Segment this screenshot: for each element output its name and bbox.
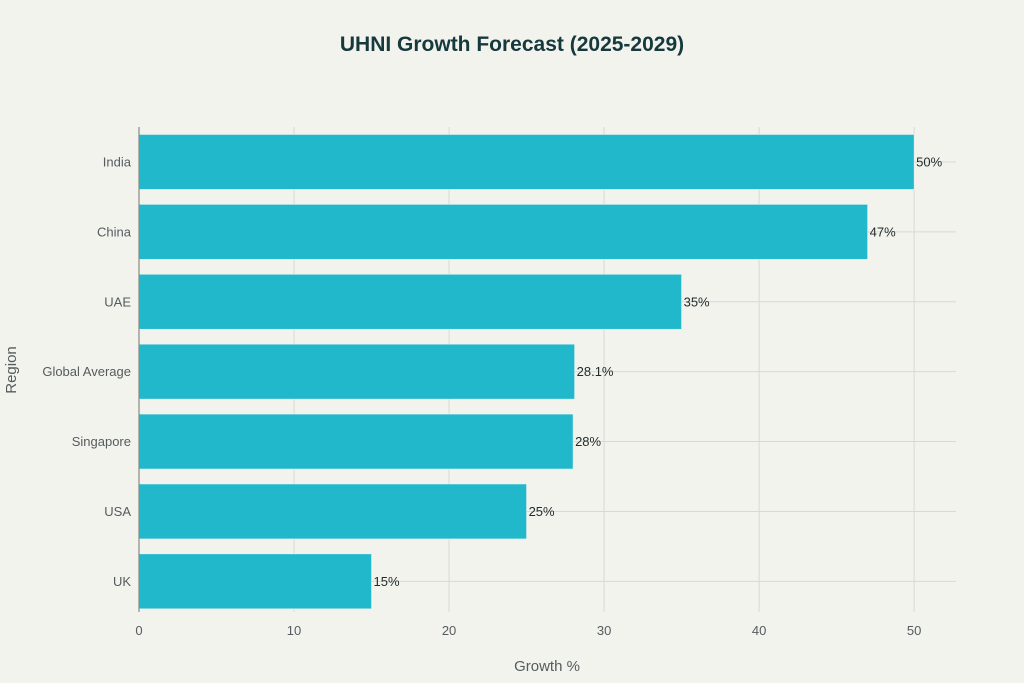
x-tick-label: 40 [752,623,766,638]
x-tick-label: 10 [287,623,301,638]
category-label: China [97,224,132,239]
data-label: 47% [870,224,896,239]
data-label: 50% [916,154,942,169]
y-axis-title: Region [3,346,20,394]
category-label: Global Average [42,364,131,379]
bar [138,204,868,260]
bar [138,134,915,190]
chart-title: UHNI Growth Forecast (2025-2029) [340,33,684,56]
category-label: UAE [104,294,131,309]
bar [138,343,575,400]
x-axis-title: Growth % [514,658,580,675]
bars [138,134,915,610]
data-label: 15% [374,574,400,589]
bar [138,553,372,610]
x-tick-label: 0 [135,623,142,638]
category-label: Singapore [72,434,131,449]
data-label: 28.1% [577,364,614,379]
x-tick-label: 20 [442,623,456,638]
category-label: UK [113,574,131,589]
x-tick-label: 50 [907,623,921,638]
x-tick-label: 30 [597,623,611,638]
data-label: 28% [575,434,601,449]
category-label: USA [104,504,131,519]
bar [138,273,682,330]
category-label: India [103,154,132,169]
data-label: 35% [684,294,710,309]
data-label: 25% [529,504,555,519]
bar [138,483,527,540]
chart-labels: UHNI Growth Forecast (2025-2029) Growth … [3,33,943,675]
bar [138,413,574,470]
